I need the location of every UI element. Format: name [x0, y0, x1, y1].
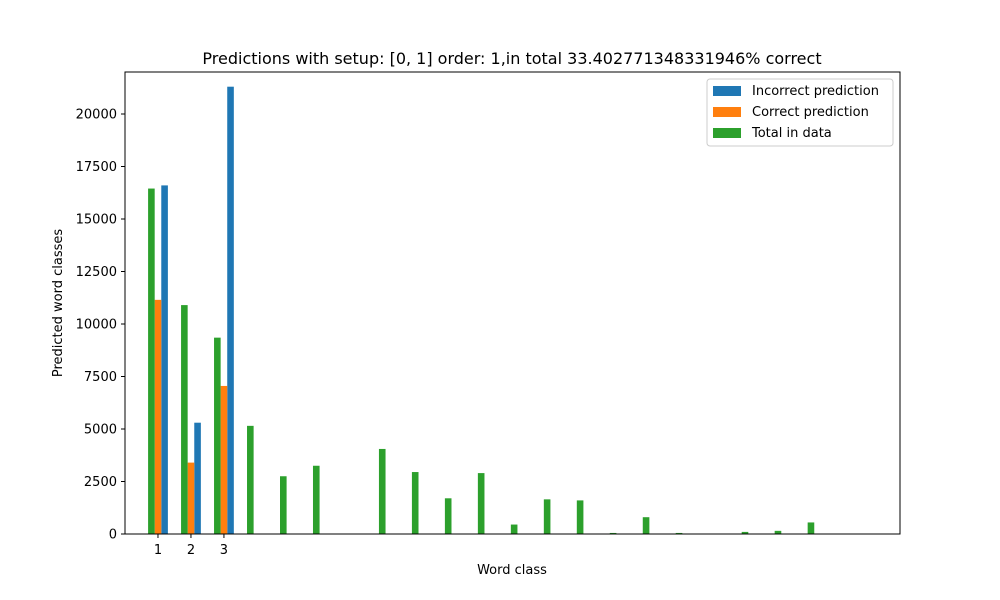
- bar-series-2-point-7: [411, 472, 419, 534]
- bar-series-0-point-2: [227, 86, 234, 534]
- bar-series-2-point-18: [807, 522, 815, 534]
- x-tick-label-2: 3: [220, 543, 228, 558]
- legend-swatch-2: [713, 128, 741, 138]
- bar-series-2-point-6: [378, 448, 386, 534]
- y-tick-label-1: 2500: [84, 475, 117, 490]
- y-tick-label-8: 20000: [76, 108, 117, 123]
- bar-series-2-point-16: [741, 531, 749, 534]
- bar-series-2-point-3: [247, 425, 254, 534]
- x-axis: 1 2 3: [154, 534, 228, 558]
- bar-series-1-point-2: [220, 385, 228, 534]
- y-tick-label-5: 12500: [76, 265, 117, 280]
- bar-series-2-point-10: [510, 524, 518, 534]
- bar-series-2-point-1: [181, 305, 188, 534]
- legend-swatch-1: [713, 107, 741, 117]
- y-tick-label-4: 10000: [76, 318, 117, 333]
- bar-series-2-point-4: [280, 476, 287, 534]
- legend-label-0: Incorrect prediction: [752, 84, 879, 99]
- legend-frame: [706, 78, 894, 147]
- x-tick-label-1: 2: [187, 543, 195, 558]
- legend-label-2: Total in data: [751, 126, 832, 141]
- bar-series-2-point-14: [642, 517, 650, 534]
- bar-series-2-point-13: [609, 532, 617, 534]
- bar-series-2-point-8: [444, 498, 452, 534]
- bar-series-2-point-17: [774, 530, 782, 534]
- bar-series-2-point-0: [148, 188, 155, 535]
- bar-series-2-point-5: [312, 465, 320, 534]
- bar-series-2-point-2: [214, 337, 221, 534]
- bar-series-2-point-11: [543, 499, 551, 534]
- bar-series-2-point-12: [576, 500, 584, 534]
- y-tick-label-3: 7500: [84, 370, 117, 385]
- legend: Incorrect prediction Correct prediction To…: [706, 78, 894, 147]
- bar-series-2-point-15: [675, 532, 683, 534]
- legend-label-1: Correct prediction: [752, 105, 869, 120]
- axes-frame: [124, 71, 901, 535]
- bar-series-0-point-1: [194, 422, 201, 534]
- plot-area: [148, 86, 815, 535]
- bar-series-1-point-0: [154, 299, 162, 534]
- y-axis: 0 2500 5000 7500 10000 12500 15000 17500 20000: [76, 108, 125, 543]
- y-axis-label: Predicted word classes: [51, 229, 66, 378]
- y-tick-label-0: 0: [109, 528, 117, 543]
- bar-series-2-point-9: [477, 473, 485, 534]
- y-tick-label-7: 17500: [76, 160, 117, 175]
- y-tick-label-6: 15000: [76, 213, 117, 228]
- x-tick-label-0: 1: [154, 543, 162, 558]
- y-tick-label-2: 5000: [84, 423, 117, 438]
- bar-series-0-point-0: [161, 185, 168, 534]
- bar-series-1-point-1: [187, 462, 195, 534]
- legend-swatch-0: [713, 86, 741, 96]
- x-axis-label: Word class: [477, 563, 547, 578]
- chart-title: Predictions with setup: [0, 1] order: 1,…: [202, 49, 821, 68]
